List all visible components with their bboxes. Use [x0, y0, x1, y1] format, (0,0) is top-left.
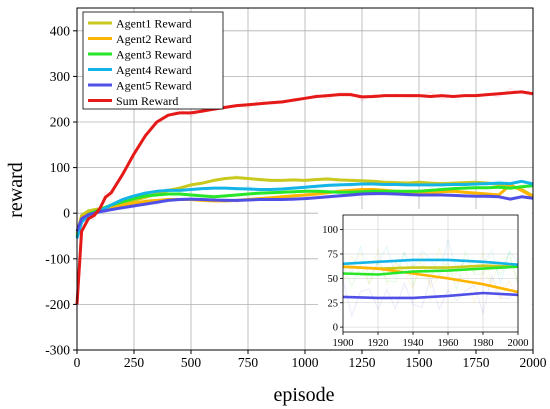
x-tick-label: 1750: [463, 355, 490, 370]
x-axis-label: episode: [273, 384, 334, 406]
legend-label: Agent2 Reward: [116, 32, 192, 46]
x-tick-label: 0: [74, 355, 81, 370]
x-tick-label: 2000: [520, 355, 547, 370]
x-tick-label: 1250: [349, 355, 376, 370]
y-tick-label: 100: [50, 160, 71, 175]
inset-y-tick-label: 25: [328, 298, 339, 309]
legend-label: Agent3 Reward: [116, 48, 192, 62]
main-plot: 0 250 500 750 1000 1250 1500 1750 2000-300-200-1…: [45, 7, 547, 370]
y-tick-label: -200: [45, 297, 70, 312]
legend-label: Agent1 Reward: [116, 17, 192, 31]
inset-series-raw-trace: [342, 274, 519, 318]
inset-series-raw-trace: [342, 246, 519, 288]
inset-plot: 1900 1920 1940 1960 1980 2000 0 25 50 75 100: [318, 209, 532, 349]
inset-x-tick-label: 2000: [508, 338, 529, 349]
inset-x-tick-label: 1900: [333, 338, 354, 349]
x-tick-label: 250: [124, 355, 145, 370]
inset-series-line-agent2-reward: [342, 265, 519, 294]
x-tick-label: 500: [181, 355, 202, 370]
inset-x-tick-label: 1940: [403, 338, 424, 349]
inset-frame: [342, 214, 519, 333]
legend-box: [82, 11, 224, 110]
series-line-sum-reward: [75, 90, 534, 305]
legend-label: Sum Reward: [116, 94, 178, 108]
series-line-agent2-reward: [75, 183, 534, 232]
inset-y-tick-label: 0: [333, 323, 338, 334]
inset-series-line-agent3-reward: [342, 265, 519, 276]
inset-background: [318, 209, 532, 349]
y-tick-label: 0: [63, 206, 70, 221]
y-tick-label: 300: [50, 69, 71, 84]
y-tick-label: 400: [50, 23, 71, 38]
inset-x-tick-label: 1980: [473, 338, 494, 349]
inset-series-line-agent4-reward: [342, 258, 519, 266]
legend-label: Agent4 Reward: [116, 63, 192, 77]
inset-x-tick-label: 1920: [368, 338, 389, 349]
x-tick-label: 750: [238, 355, 259, 370]
inset-y-tick-label: 50: [328, 274, 339, 285]
x-tick-label: 1000: [292, 355, 319, 370]
inset-x-tick-label: 1960: [438, 338, 459, 349]
legend-label: Agent5 Reward: [116, 79, 192, 93]
series-line-agent3-reward: [75, 184, 534, 237]
inset-y-tick-label: 75: [328, 250, 339, 261]
y-tick-label: 200: [50, 115, 71, 130]
series-line-agent4-reward: [75, 179, 534, 239]
x-tick-label: 1500: [406, 355, 433, 370]
y-axis-label: reward: [5, 162, 27, 218]
y-tick-label: -100: [45, 251, 70, 266]
y-tick-label: -300: [45, 343, 70, 358]
inset-series-raw-trace: [342, 251, 519, 305]
inset-y-tick-label: 100: [322, 225, 338, 236]
series-line-agent5-reward: [75, 192, 534, 232]
inset-series-line-agent5-reward: [342, 291, 519, 300]
